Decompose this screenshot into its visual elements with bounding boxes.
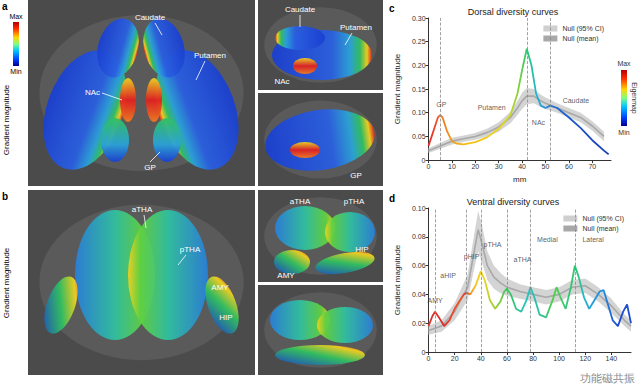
- svg-text:b: b: [2, 191, 8, 202]
- svg-text:aTHA: aTHA: [290, 197, 311, 206]
- svg-text:aTHA: aTHA: [132, 205, 153, 214]
- svg-text:60: 60: [503, 355, 511, 362]
- svg-text:Null (mean): Null (mean): [562, 35, 598, 43]
- svg-text:Min: Min: [10, 68, 21, 75]
- svg-text:140: 140: [606, 355, 618, 362]
- svg-text:0.25: 0.25: [412, 38, 426, 45]
- svg-text:Caudate: Caudate: [285, 5, 316, 14]
- svg-text:40: 40: [477, 355, 485, 362]
- svg-text:0.05: 0.05: [412, 133, 426, 140]
- svg-text:60: 60: [565, 163, 573, 170]
- html-text:功能磁共振: 功能磁共振: [580, 372, 635, 385]
- svg-text:AMY: AMY: [427, 297, 443, 304]
- svg-text:20: 20: [451, 355, 459, 362]
- svg-text:GP: GP: [144, 163, 156, 172]
- svg-text:Gradient magnitude: Gradient magnitude: [2, 84, 11, 155]
- svg-text:Caudate: Caudate: [135, 13, 166, 22]
- svg-text:Max: Max: [9, 13, 23, 20]
- svg-text:70: 70: [588, 163, 596, 170]
- svg-text:AMY: AMY: [211, 283, 229, 292]
- svg-text:0.30: 0.30: [412, 15, 426, 22]
- svg-text:100: 100: [553, 355, 565, 362]
- svg-text:20: 20: [471, 163, 479, 170]
- svg-text:NAc: NAc: [85, 88, 100, 97]
- svg-text:30: 30: [495, 163, 503, 170]
- svg-text:AMY: AMY: [277, 271, 295, 280]
- svg-text:pTHA: pTHA: [344, 197, 365, 206]
- svg-text:10: 10: [448, 163, 456, 170]
- svg-text:pTHA: pTHA: [180, 245, 201, 254]
- svg-text:Putamen: Putamen: [194, 51, 226, 60]
- svg-text:Medial: Medial: [537, 236, 558, 243]
- svg-text:80: 80: [529, 355, 537, 362]
- svg-text:mm: mm: [513, 175, 527, 184]
- svg-text:50: 50: [542, 163, 550, 170]
- svg-text:Null (95% CI): Null (95% CI): [582, 215, 624, 223]
- svg-text:HIP: HIP: [219, 313, 232, 322]
- svg-text:Gradient magnitude: Gradient magnitude: [393, 244, 402, 315]
- svg-text:Eigenmap: Eigenmap: [630, 82, 638, 114]
- svg-text:Ventral diversity curves: Ventral diversity curves: [467, 197, 560, 207]
- svg-text:NAc: NAc: [274, 77, 289, 86]
- svg-text:NAc: NAc: [532, 119, 546, 126]
- svg-text:a: a: [2, 1, 8, 12]
- svg-text:0.15: 0.15: [412, 86, 426, 93]
- svg-text:GP: GP: [436, 101, 446, 108]
- svg-text:0.04: 0.04: [412, 291, 426, 298]
- svg-text:Null (95% CI): Null (95% CI): [562, 25, 604, 33]
- svg-text:Gradient magnitude: Gradient magnitude: [2, 247, 11, 318]
- svg-text:0: 0: [422, 349, 426, 356]
- svg-text:aTHA: aTHA: [514, 256, 532, 263]
- svg-text:HIP: HIP: [355, 245, 368, 254]
- svg-text:GP: GP: [350, 171, 362, 180]
- svg-text:Min: Min: [618, 129, 629, 136]
- svg-text:120: 120: [579, 355, 591, 362]
- svg-text:0.20: 0.20: [412, 62, 426, 69]
- svg-text:0.08: 0.08: [412, 233, 426, 240]
- svg-text:0.02: 0.02: [412, 320, 426, 327]
- svg-text:0.06: 0.06: [412, 262, 426, 269]
- svg-text:Max: Max: [617, 60, 631, 67]
- svg-text:40: 40: [518, 163, 526, 170]
- svg-text:0.10: 0.10: [412, 205, 426, 212]
- svg-text:d: d: [389, 193, 395, 204]
- svg-text:Gradient magnitude: Gradient magnitude: [393, 53, 402, 124]
- svg-text:Putamen: Putamen: [478, 104, 506, 111]
- svg-text:Null (mean): Null (mean): [582, 225, 618, 233]
- svg-text:0: 0: [427, 355, 431, 362]
- svg-text:aHIP: aHIP: [440, 272, 456, 279]
- svg-text:Caudate: Caudate: [563, 97, 590, 104]
- svg-text:0: 0: [422, 157, 426, 164]
- svg-text:pHIP: pHIP: [464, 253, 480, 261]
- svg-text:Lateral: Lateral: [582, 236, 604, 243]
- svg-text:Putamen: Putamen: [340, 23, 372, 32]
- svg-text:Dorsal diversity curves: Dorsal diversity curves: [468, 7, 559, 17]
- svg-text:pTHA: pTHA: [484, 241, 502, 249]
- svg-text:0.10: 0.10: [412, 109, 426, 116]
- svg-text:0: 0: [427, 163, 431, 170]
- svg-text:c: c: [389, 3, 395, 14]
